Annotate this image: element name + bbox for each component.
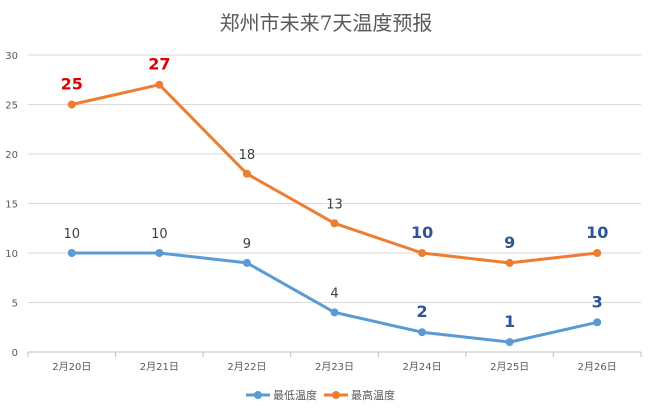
y-tick-label: 10 — [5, 249, 18, 260]
data-label: 3 — [592, 292, 603, 311]
y-tick-label: 25 — [5, 101, 18, 112]
x-tick-label: 2月20日 — [52, 361, 91, 373]
legend-label: 最高温度 — [351, 388, 395, 402]
data-label: 4 — [330, 286, 338, 301]
data-label: 25 — [61, 75, 83, 94]
data-point — [505, 338, 514, 347]
x-tick-label: 2月24日 — [403, 361, 442, 373]
data-point — [155, 80, 164, 89]
data-label: 27 — [148, 55, 170, 74]
data-label: 10 — [586, 223, 608, 242]
data-label: 1 — [504, 312, 515, 331]
data-label: 18 — [239, 148, 256, 163]
data-point — [67, 100, 76, 109]
data-label: 10 — [411, 223, 433, 242]
data-point — [330, 219, 339, 228]
data-label: 10 — [64, 227, 81, 242]
legend-swatch-marker — [254, 391, 262, 399]
y-tick-label: 30 — [5, 51, 18, 62]
data-point — [242, 258, 251, 267]
data-point — [418, 328, 427, 337]
data-point — [593, 249, 602, 257]
data-point — [242, 169, 251, 178]
data-label: 13 — [326, 197, 343, 212]
data-point — [418, 249, 427, 257]
data-label: 9 — [243, 237, 251, 252]
data-point — [155, 249, 164, 257]
data-label: 10 — [151, 227, 168, 242]
data-point — [67, 249, 76, 257]
chart-title: 郑州市未来7天温度预报 — [220, 11, 433, 35]
x-tick-label: 2月21日 — [140, 361, 179, 373]
data-label: 2 — [417, 302, 428, 321]
legend-label: 最低温度 — [273, 388, 317, 402]
legend-swatch-marker — [332, 391, 340, 399]
data-point — [330, 308, 339, 317]
x-tick-label: 2月23日 — [315, 361, 354, 373]
x-tick-label: 2月25日 — [490, 361, 529, 373]
y-tick-label: 15 — [5, 200, 18, 211]
y-tick-label: 0 — [12, 348, 18, 359]
x-tick-label: 2月22日 — [227, 361, 266, 373]
y-tick-label: 20 — [5, 150, 18, 161]
x-tick-label: 2月26日 — [578, 361, 617, 373]
y-tick-label: 5 — [12, 299, 18, 310]
data-point — [593, 318, 602, 327]
data-point — [505, 258, 514, 267]
data-label: 9 — [504, 233, 515, 252]
